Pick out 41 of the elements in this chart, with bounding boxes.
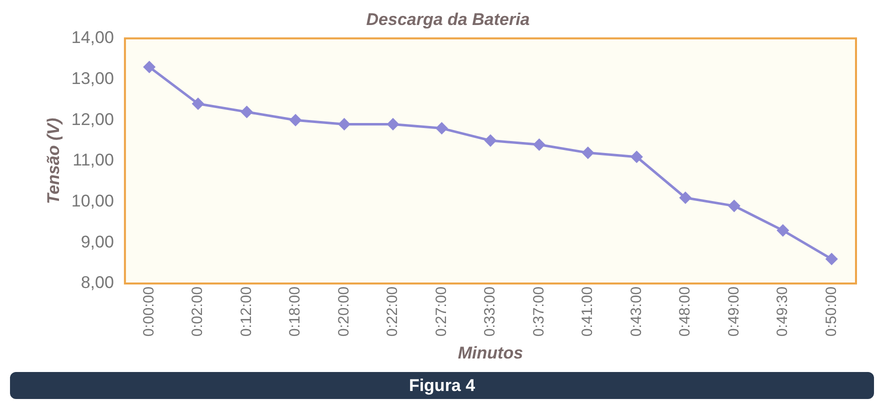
point [192,98,204,110]
x-tick-label: 0:41:00 [579,286,596,337]
y-axis-title: Tensão (V) [44,118,63,204]
x-axis-title: Minutos [458,343,524,362]
x-tick-label: 0:02:00 [189,286,206,337]
y-tick-label: 10,00 [71,192,114,211]
y-tick-label: 13,00 [71,68,114,88]
x-tick-label: 0:43:00 [628,286,645,337]
x-tick-label: 0:50:00 [822,286,840,337]
x-tick-label: 0:00:00 [140,286,158,337]
x-tick-label: 0:49:00 [725,286,742,337]
x-tick-label: 0:37:00 [530,286,548,337]
point [826,253,838,265]
point [241,106,253,118]
x-tick-label: 0:20:00 [335,286,352,337]
y-tick-label: 11,00 [72,150,114,170]
point [630,151,642,163]
point [290,114,302,126]
point [728,200,740,212]
point [533,138,545,150]
x-tick-label: 0:27:00 [432,286,450,337]
point [144,61,156,73]
point [484,134,496,146]
point [777,224,789,236]
chart-title: Descarga da Bateria [366,10,530,29]
x-tick-label: 0:48:00 [676,286,694,337]
y-tick-label: 9,00 [80,232,114,252]
x-tick-label: 0:49:30 [774,286,792,337]
point [387,118,399,130]
y-tick-label: 8,00 [80,273,114,292]
point [680,192,692,204]
point [436,122,448,134]
x-tick-label: 0:18:00 [286,286,304,337]
point [582,147,594,159]
x-tick-label: 0:22:00 [384,286,402,337]
text: Figura 4 [10,372,874,399]
point [338,118,350,130]
y-tick-label: 14,00 [71,28,114,48]
y-tick-label: 12,00 [71,110,114,129]
x-tick-label: 0:33:00 [482,286,499,337]
x-tick-label: 0:12:00 [238,286,255,337]
